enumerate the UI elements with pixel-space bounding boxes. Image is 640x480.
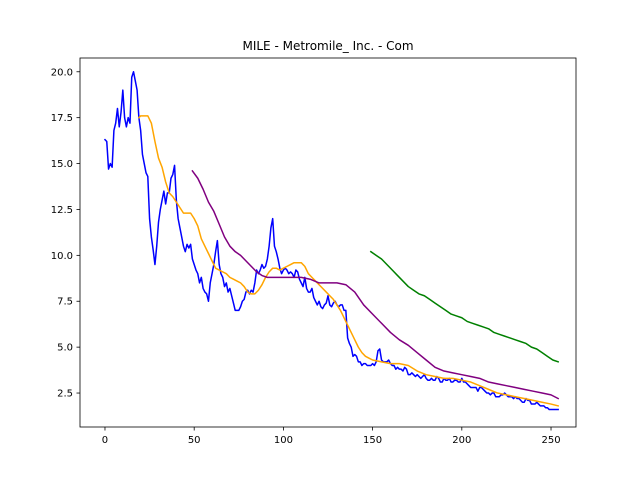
y-tick-label: 5.0	[57, 343, 73, 354]
x-tick-label: 200	[452, 435, 471, 446]
x-tick-label: 150	[363, 435, 382, 446]
chart-title: MILE - Metromile_ Inc. - Com	[242, 39, 413, 53]
x-tick-label: 0	[102, 435, 108, 446]
x-axis: 0 50 100 150 200 250	[102, 427, 561, 446]
x-tick-label: 50	[188, 435, 201, 446]
series-line-3	[369, 250, 560, 363]
series-line-2	[191, 169, 560, 400]
y-tick-label: 12.5	[51, 205, 73, 216]
series-line-0	[103, 71, 559, 411]
y-tick-label: 17.5	[51, 113, 73, 124]
plot-frame	[79, 57, 577, 428]
x-tick-label: 100	[274, 435, 293, 446]
y-axis: 2.5 5.0 7.5 10.0 12.5 15.0 17.5 20.0	[51, 67, 80, 400]
y-tick-label: 20.0	[51, 67, 73, 78]
y-tick-label: 15.0	[51, 159, 73, 170]
y-tick-label: 10.0	[51, 251, 73, 262]
x-tick-label: 250	[541, 435, 560, 446]
y-tick-label: 2.5	[57, 389, 73, 400]
series-line-1	[137, 115, 560, 407]
series-layer	[103, 71, 560, 411]
y-tick-label: 7.5	[57, 297, 73, 308]
